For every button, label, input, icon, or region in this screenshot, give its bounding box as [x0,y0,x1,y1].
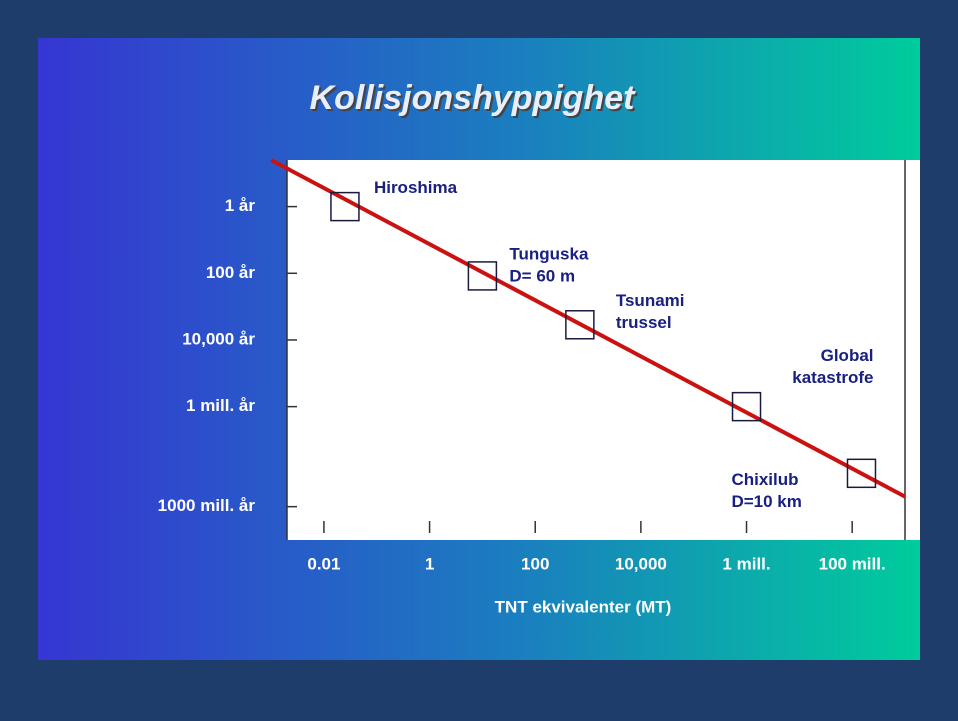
point-label: Hiroshima [374,178,458,197]
trend-line [270,158,906,499]
y-tick-label: 10,000 år [182,329,255,348]
x-tick-label: 1 [425,554,434,573]
point-label: Chixilub [731,470,798,489]
point-label: trussel [616,313,672,332]
x-tick-label: 0.01 [307,554,340,573]
y-tick-label: 100 år [206,263,256,282]
title-shadow: Kollisjonshyppighet [312,81,639,119]
point-marker [467,261,498,291]
x-tick-label: 1 mill. [722,554,770,573]
point-label: Global [821,346,874,365]
chart-title: Kollisjonshyppighet [310,79,637,117]
x-tick-label: 10,000 [615,554,667,573]
x-tick-label: 100 mill. [819,554,886,573]
y-tick-label: 1 år [225,196,256,215]
y-tick-label: 1 mill. år [186,396,255,415]
point-marker [846,458,877,489]
point-label: katastrofe [792,368,873,387]
x-axis-label: TNT ekvivalenter (MT) [495,597,672,616]
point-marker [330,191,360,222]
point-label: Tunguska [509,244,589,263]
point-marker [731,391,762,422]
point-label: D=10 km [731,492,801,511]
point-label: D= 60 m [509,266,575,285]
x-tick-label: 100 [521,554,549,573]
point-label: Tsunami [616,291,685,310]
point-marker [565,310,595,340]
y-tick-label: 1000 mill. år [158,496,256,515]
